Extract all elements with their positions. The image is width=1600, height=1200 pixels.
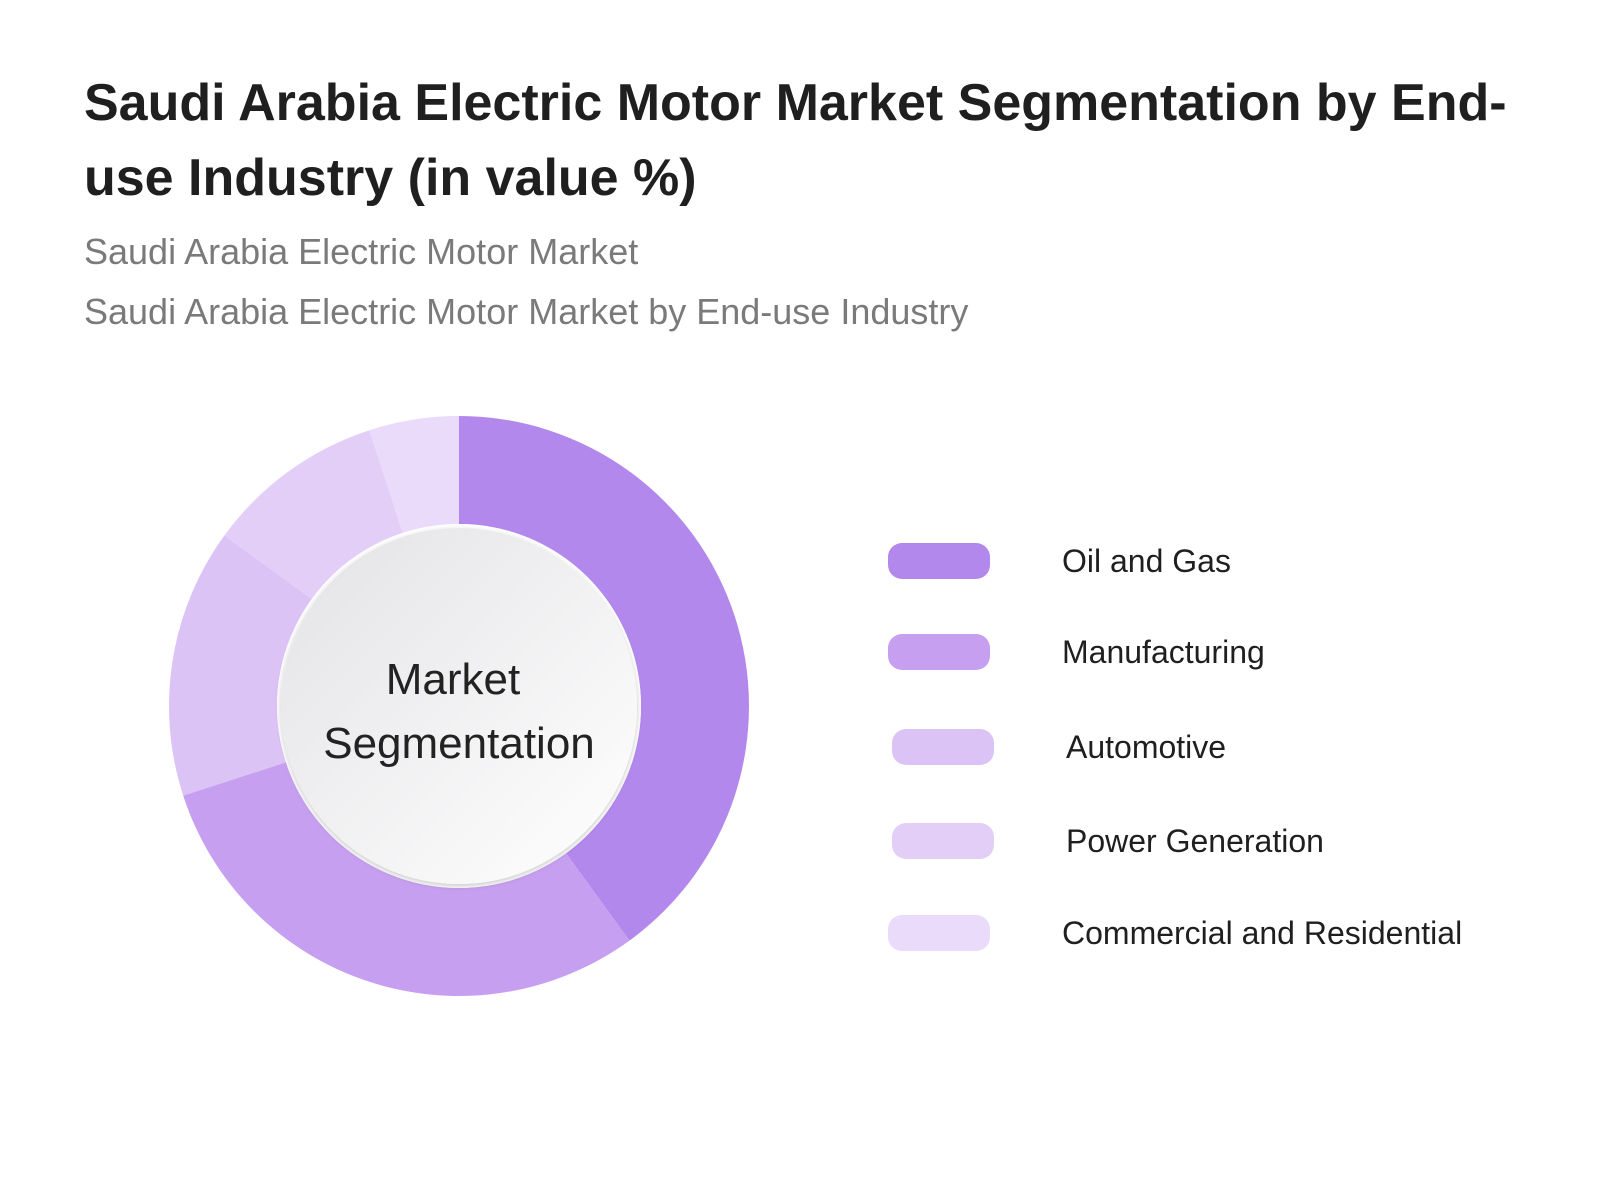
center-label-line-2: Segmentation — [323, 719, 595, 768]
donut-slice-commercial-and-residential — [369, 416, 459, 533]
legend-swatch-manufacturing — [888, 634, 990, 670]
legend-label-power-generation: Power Generation — [1066, 823, 1324, 859]
donut-slice-automotive — [168, 535, 312, 796]
donut-slices — [168, 416, 749, 996]
legend-swatch-automotive — [892, 729, 994, 765]
chart-title: Saudi Arabia Electric Motor Market Segme… — [84, 74, 1507, 207]
legend-label-commercial-and-residential: Commercial and Residential — [1062, 915, 1463, 951]
donut-center-disc — [281, 528, 637, 884]
legend-label-automotive: Automotive — [1066, 729, 1227, 765]
legend-label-manufacturing: Manufacturing — [1062, 634, 1265, 670]
donut-slice-power-generation — [224, 430, 403, 600]
chart-subtitle-market: Saudi Arabia Electric Motor Market — [84, 231, 639, 272]
legend-swatch-commercial-and-residential — [888, 915, 990, 951]
legend-swatch-power-generation — [892, 823, 994, 859]
legend-swatch-oil-and-gas — [888, 543, 990, 579]
donut-slice-manufacturing — [183, 762, 630, 996]
donut-slice-oil-and-gas — [459, 416, 749, 941]
center-label-line-1: Market — [386, 655, 520, 704]
legend-label-oil-and-gas: Oil and Gas — [1062, 543, 1231, 579]
chart-subtitle-end-use: Saudi Arabia Electric Motor Market by En… — [84, 291, 969, 332]
